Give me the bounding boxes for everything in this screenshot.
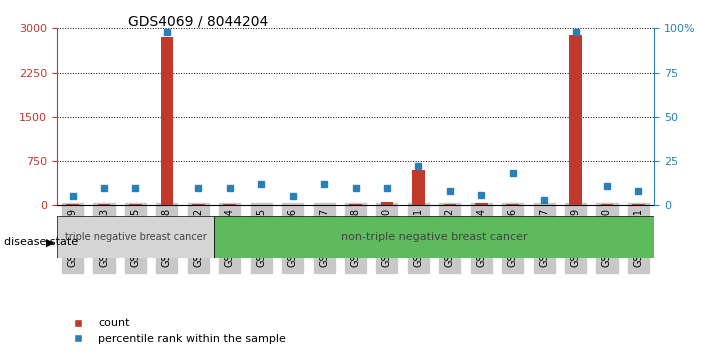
Bar — [129, 204, 141, 205]
Legend: count, percentile rank within the sample: count, percentile rank within the sample — [63, 314, 290, 348]
FancyBboxPatch shape — [57, 216, 214, 258]
Bar — [412, 170, 424, 205]
Bar — [380, 202, 393, 205]
Bar — [632, 204, 645, 205]
Text: triple negative breast cancer: triple negative breast cancer — [65, 232, 206, 242]
Text: disease state: disease state — [4, 238, 77, 247]
Bar — [97, 204, 110, 205]
Text: ▶: ▶ — [46, 238, 55, 247]
Bar — [444, 204, 456, 205]
Text: non-triple negative breast cancer: non-triple negative breast cancer — [341, 232, 528, 242]
Bar — [601, 204, 614, 205]
Bar — [66, 204, 79, 205]
Bar — [223, 204, 236, 205]
Text: GDS4069 / 8044204: GDS4069 / 8044204 — [128, 14, 268, 28]
Bar — [475, 203, 488, 205]
Bar — [506, 204, 519, 205]
FancyBboxPatch shape — [214, 216, 654, 258]
Bar — [570, 35, 582, 205]
Bar — [161, 37, 173, 205]
